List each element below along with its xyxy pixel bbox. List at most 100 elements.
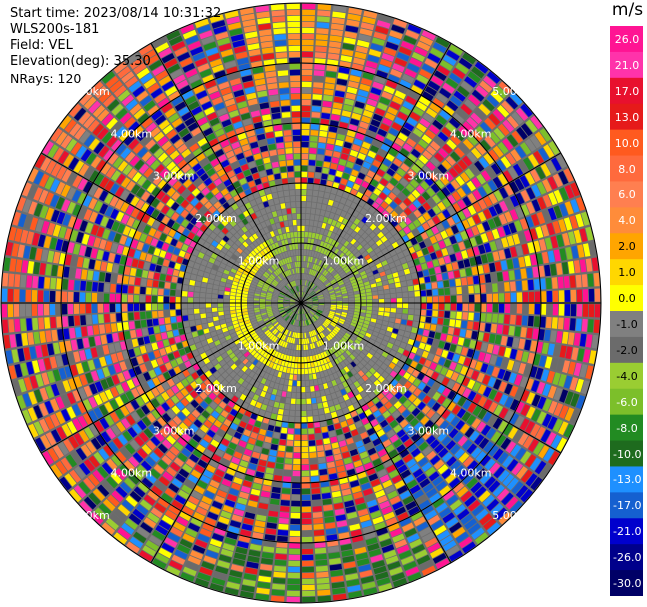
- ppi-gate: [268, 455, 276, 463]
- ppi-gate: [422, 395, 431, 404]
- ppi-gate: [316, 328, 321, 334]
- ppi-gate: [244, 396, 252, 404]
- ppi-gate: [376, 281, 383, 287]
- ppi-gate: [28, 423, 39, 438]
- ppi-gate: [379, 123, 390, 132]
- ppi-gate: [479, 80, 493, 93]
- ppi-gate: [361, 366, 368, 374]
- ppi-gate: [456, 187, 466, 198]
- ppi-gate: [322, 269, 327, 275]
- ppi-gate: [330, 278, 336, 284]
- ppi-gate: [55, 304, 62, 315]
- ppi-gate: [330, 569, 343, 577]
- ppi-gate: [425, 129, 436, 140]
- ppi-gate: [430, 183, 440, 193]
- ppi-gate: [523, 364, 532, 376]
- ppi-gate: [349, 276, 355, 281]
- ppi-gate: [185, 458, 196, 468]
- ppi-gate: [314, 547, 327, 554]
- ppi-gate: [435, 250, 443, 258]
- ppi-gate: [432, 215, 441, 225]
- ppi-gate: [367, 184, 376, 192]
- ppi-gate: [238, 440, 247, 448]
- ppi-gate: [591, 334, 599, 349]
- ppi-gate: [506, 115, 519, 129]
- ppi-gate: [295, 326, 298, 332]
- ppi-gate: [298, 350, 301, 357]
- ppi-gate: [120, 447, 131, 459]
- ppi-gate: [45, 207, 55, 221]
- ppi-gate: [331, 219, 337, 227]
- ppi-gate: [373, 219, 381, 227]
- ppi-gate: [2, 272, 9, 287]
- ppi-gate: [427, 542, 441, 553]
- ppi-gate: [104, 355, 113, 365]
- ppi-gate: [462, 155, 473, 167]
- ppi-gate: [206, 262, 214, 269]
- ppi-gate: [466, 348, 474, 358]
- ppi-gate: [526, 406, 536, 419]
- ppi-gate: [588, 350, 597, 364]
- ppi-gate: [301, 392, 306, 399]
- ppi-gate: [437, 281, 444, 288]
- ppi-gate: [283, 303, 290, 305]
- ppi-gate: [56, 426, 67, 440]
- ppi-gate: [348, 308, 354, 312]
- ppi-gate: [405, 500, 417, 511]
- ppi-gate: [389, 495, 401, 505]
- ppi-gate: [309, 244, 314, 251]
- ppi-gate: [426, 368, 434, 378]
- ppi-gate: [354, 327, 361, 333]
- ppi-gate: [134, 320, 141, 329]
- ppi-gate: [456, 303, 463, 311]
- ppi-gate: [85, 152, 97, 165]
- ppi-gate: [136, 187, 146, 198]
- ppi-gate: [289, 303, 296, 305]
- ppi-gate: [399, 178, 409, 187]
- ppi-gate: [539, 128, 552, 142]
- ppi-gate: [282, 366, 287, 373]
- ppi-gate: [374, 134, 385, 143]
- ppi-gate: [384, 303, 391, 308]
- ppi-gate: [261, 335, 267, 341]
- ppi-gate: [468, 285, 474, 294]
- ppi-gate: [504, 198, 514, 210]
- ppi-gate: [223, 419, 232, 427]
- ppi-gate: [311, 349, 315, 355]
- ppi-gate: [269, 316, 275, 321]
- ppi-gate: [225, 318, 232, 323]
- ppi-gate: [542, 383, 551, 397]
- ppi-gate: [20, 274, 27, 288]
- ppi-gate: [99, 203, 109, 215]
- ppi-gate: [507, 426, 518, 439]
- ppi-gate: [475, 508, 489, 521]
- ppi-gate: [394, 137, 405, 147]
- ppi-gate: [249, 289, 255, 293]
- ppi-gate: [151, 295, 158, 303]
- ppi-gate: [200, 352, 208, 360]
- ppi-gate: [333, 263, 339, 269]
- ppi-gate: [452, 214, 461, 224]
- ppi-gate: [432, 339, 440, 347]
- ppi-gate: [63, 266, 70, 278]
- ppi-gate: [494, 261, 502, 272]
- ppi-gate: [403, 217, 412, 225]
- ppi-gate: [203, 272, 210, 278]
- ppi-gate: [224, 405, 232, 413]
- ppi-gate: [302, 39, 314, 46]
- ppi-gate: [498, 81, 512, 95]
- ppi-gate: [90, 370, 99, 382]
- ppi-gate: [316, 259, 320, 265]
- ppi-gate: [482, 221, 491, 232]
- ppi-gate: [109, 513, 123, 526]
- ppi-gate: [383, 459, 393, 468]
- ppi-gate: [272, 343, 277, 349]
- ppi-gate: [191, 469, 202, 479]
- ppi-gate: [187, 555, 202, 566]
- ppi-gate: [227, 575, 242, 584]
- ppi-gate: [157, 340, 164, 349]
- ppi-gate: [434, 364, 443, 373]
- ppi-gate: [499, 394, 509, 406]
- ppi-gate: [437, 201, 446, 211]
- ppi-gate: [407, 403, 416, 413]
